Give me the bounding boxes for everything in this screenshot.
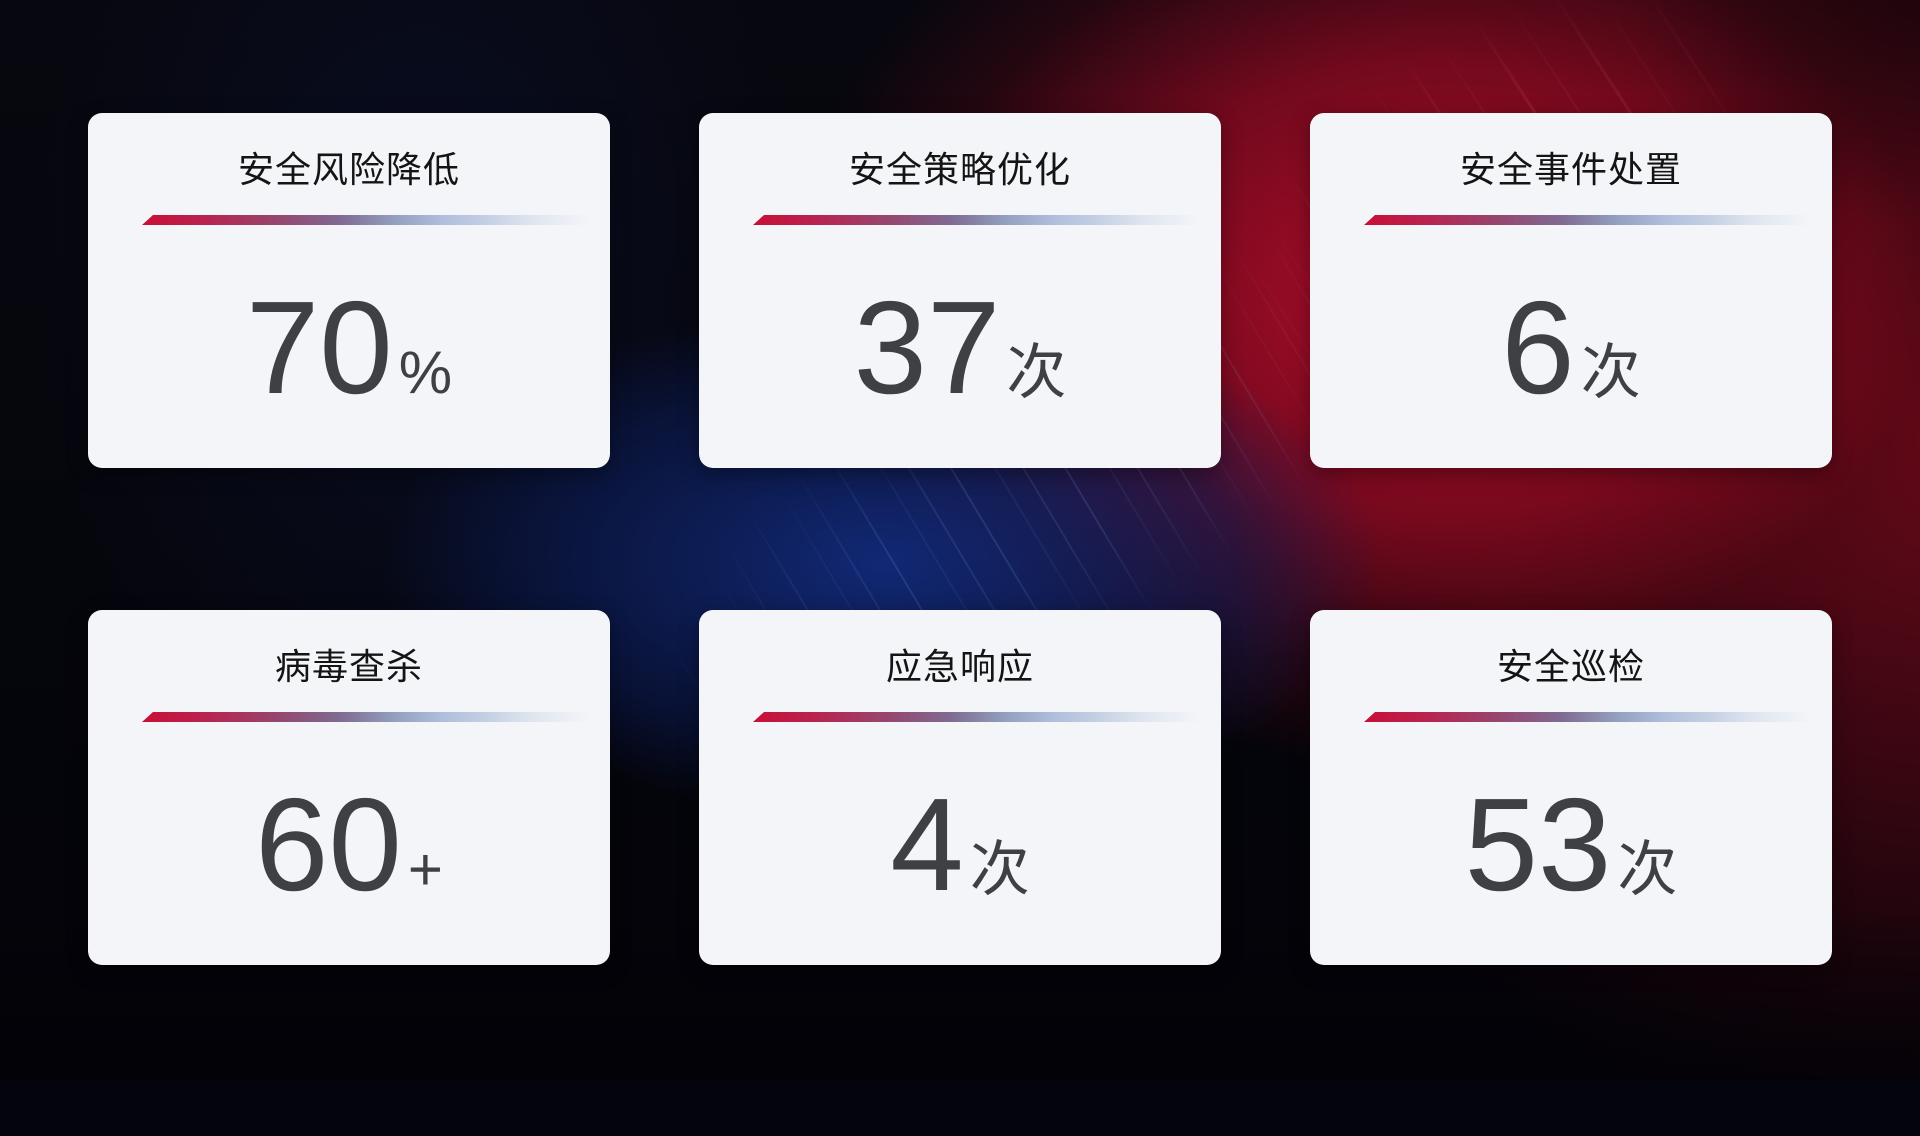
stat-value-row: 6 次 bbox=[1501, 274, 1641, 421]
stat-card-grid: 安全风险降低 70 % 安全策略优化 37 次 安全事件处置 6 次 病毒查杀 … bbox=[88, 113, 1832, 965]
stat-unit: % bbox=[398, 339, 453, 406]
card-title: 安全策略优化 bbox=[848, 149, 1071, 190]
card-title: 安全风险降低 bbox=[237, 149, 460, 190]
gradient-divider bbox=[1364, 215, 1816, 225]
stat-value: 70 bbox=[245, 274, 393, 421]
stat-value: 53 bbox=[1464, 771, 1612, 918]
gradient-divider bbox=[753, 215, 1205, 225]
stat-card-security-inspection: 安全巡检 53 次 bbox=[1310, 610, 1832, 965]
stat-value-row: 37 次 bbox=[853, 274, 1067, 421]
stat-unit: 次 bbox=[1617, 836, 1678, 903]
stat-card-incident-handling: 安全事件处置 6 次 bbox=[1310, 113, 1832, 468]
card-title: 安全事件处置 bbox=[1459, 149, 1682, 190]
stat-unit: 次 bbox=[969, 836, 1030, 903]
stat-unit: 次 bbox=[1580, 339, 1641, 406]
card-title: 病毒查杀 bbox=[274, 646, 423, 687]
stat-card-emergency-response: 应急响应 4 次 bbox=[699, 610, 1221, 965]
stat-unit: + bbox=[407, 836, 443, 903]
gradient-divider bbox=[142, 712, 594, 722]
stat-card-policy-optimization: 安全策略优化 37 次 bbox=[699, 113, 1221, 468]
stat-value-row: 70 % bbox=[245, 274, 453, 421]
stat-value: 4 bbox=[890, 771, 964, 918]
stat-value-row: 53 次 bbox=[1464, 771, 1678, 918]
card-title: 安全巡检 bbox=[1496, 646, 1645, 687]
card-title: 应急响应 bbox=[885, 646, 1034, 687]
stat-card-risk-reduction: 安全风险降低 70 % bbox=[88, 113, 610, 468]
stat-unit: 次 bbox=[1006, 339, 1067, 406]
gradient-divider bbox=[142, 215, 594, 225]
stat-value-row: 4 次 bbox=[890, 771, 1030, 918]
stat-value: 6 bbox=[1501, 274, 1575, 421]
gradient-divider bbox=[1364, 712, 1816, 722]
gradient-divider bbox=[753, 712, 1205, 722]
stat-value: 60 bbox=[255, 771, 402, 918]
stat-value: 37 bbox=[853, 274, 1001, 421]
stat-card-virus-scan: 病毒查杀 60 + bbox=[88, 610, 610, 965]
stat-value-row: 60 + bbox=[255, 771, 443, 918]
